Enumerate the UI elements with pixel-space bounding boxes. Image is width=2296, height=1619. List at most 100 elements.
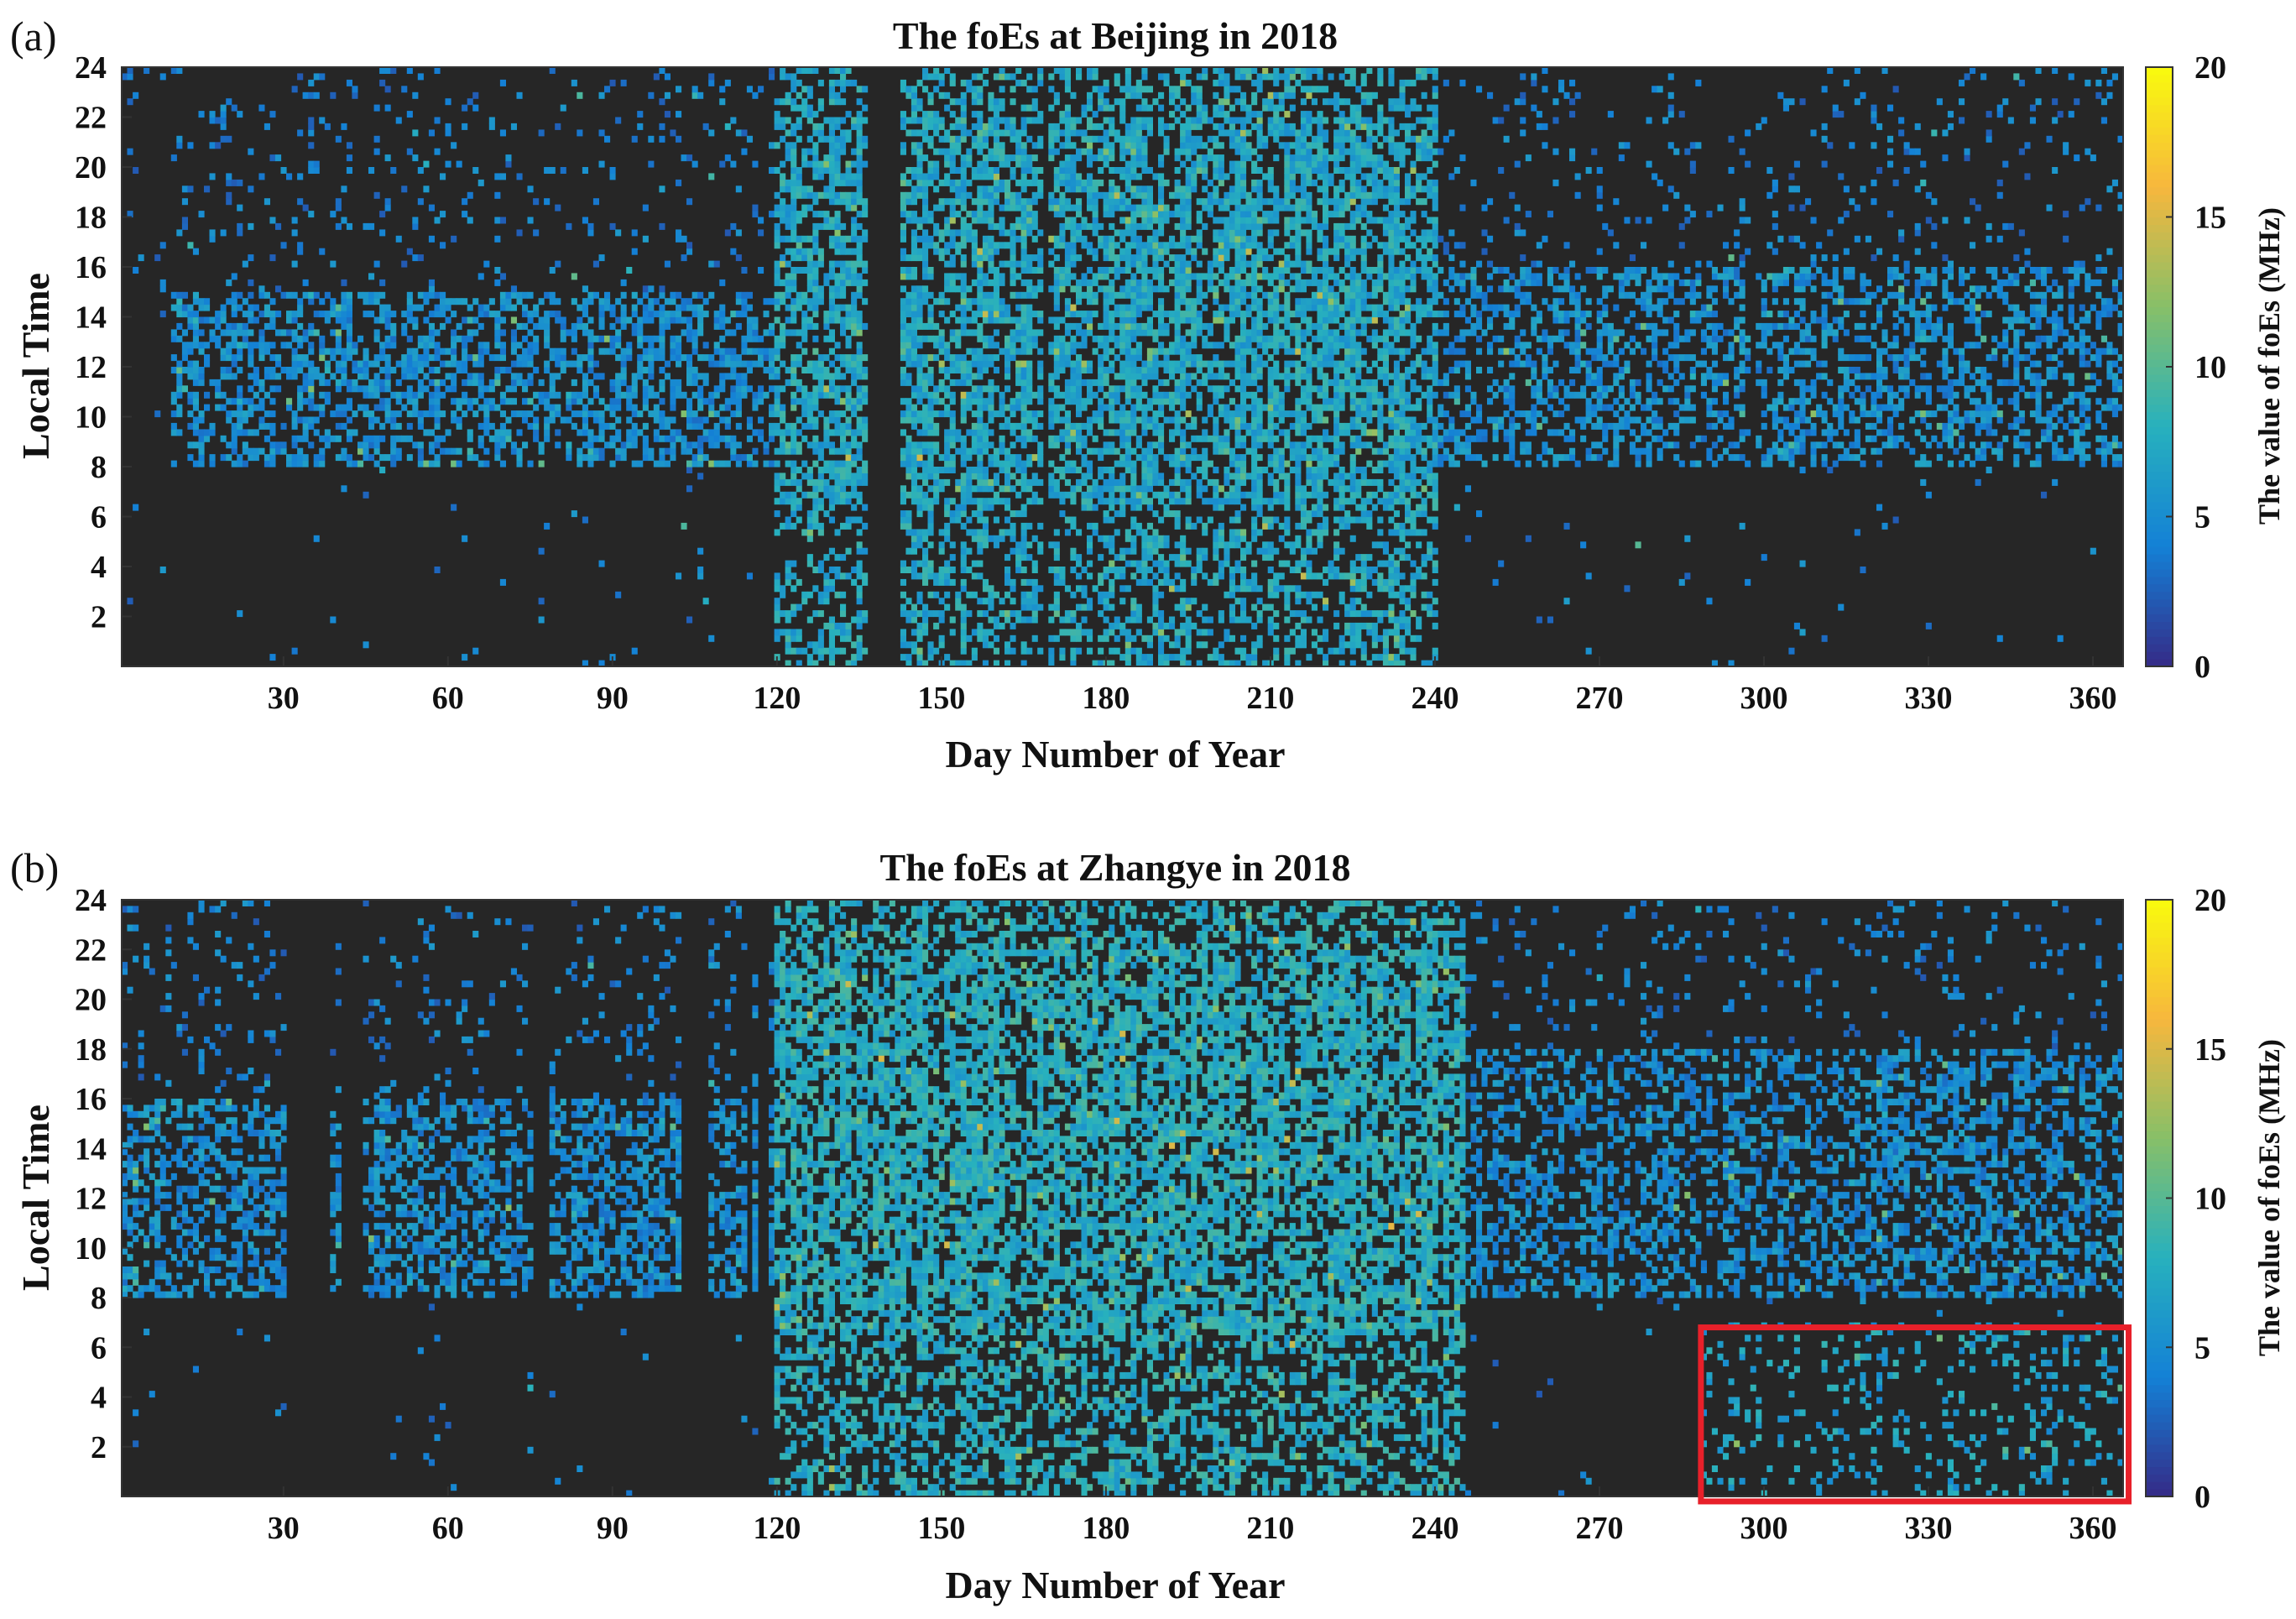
heatmap-cell: [922, 261, 928, 268]
heatmap-cell: [1098, 236, 1104, 243]
heatmap-cell: [736, 129, 742, 136]
heatmap-cell: [681, 329, 687, 336]
heatmap-cell: [911, 98, 917, 105]
heatmap-cell: [528, 423, 534, 430]
heatmap-cell: [199, 448, 205, 455]
heatmap-cell: [785, 217, 791, 224]
heatmap-cell: [791, 354, 796, 361]
heatmap-cell: [566, 392, 571, 399]
heatmap-cell: [1076, 154, 1082, 161]
heatmap-cell: [171, 392, 177, 399]
heatmap-cell: [1026, 429, 1032, 436]
heatmap-cell: [1114, 198, 1120, 205]
heatmap-cell: [846, 167, 852, 174]
heatmap-cell: [950, 517, 956, 524]
heatmap-cell: [801, 492, 807, 499]
heatmap-cell: [950, 311, 956, 317]
heatmap-cell: [905, 305, 911, 311]
heatmap-cell: [999, 610, 1005, 617]
heatmap-cell: [785, 329, 791, 336]
heatmap-cell: [725, 405, 731, 411]
heatmap-cell: [944, 436, 950, 442]
heatmap-cell: [977, 423, 983, 430]
heatmap-cell: [791, 405, 796, 411]
heatmap-cell: [917, 529, 923, 535]
heatmap-cell: [944, 129, 950, 136]
heatmap-cell: [1054, 236, 1060, 243]
heatmap-cell: [928, 292, 934, 299]
heatmap-cell: [407, 385, 413, 392]
heatmap-cell: [1114, 567, 1120, 573]
heatmap-cell: [1021, 554, 1027, 561]
heatmap-cell: [1026, 436, 1032, 442]
heatmap-cell: [253, 379, 259, 386]
heatmap-cell: [823, 211, 829, 217]
heatmap-cell: [1109, 579, 1114, 586]
heatmap-cell: [1125, 342, 1131, 348]
heatmap-cell: [1010, 205, 1016, 212]
heatmap-cell: [472, 648, 478, 655]
heatmap-cell: [1098, 648, 1104, 655]
heatmap-cell: [308, 379, 314, 386]
heatmap-cell: [1098, 492, 1104, 499]
heatmap-cell: [440, 410, 446, 417]
heatmap-cell: [401, 261, 407, 268]
heatmap-cell: [1037, 80, 1043, 86]
heatmap-cell: [950, 461, 956, 467]
heatmap-cell: [566, 448, 571, 455]
heatmap-cell: [681, 305, 687, 311]
heatmap-cell: [1076, 298, 1082, 305]
heatmap-cell: [467, 405, 473, 411]
panel-label: (a): [10, 13, 57, 60]
heatmap-cell: [801, 329, 807, 336]
heatmap-cell: [418, 441, 424, 448]
heatmap-cell: [1037, 385, 1043, 392]
heatmap-cell: [654, 311, 660, 317]
heatmap-cell: [440, 242, 446, 248]
heatmap-cell: [1021, 510, 1027, 517]
heatmap-cell: [758, 348, 764, 355]
heatmap-cell: [390, 410, 396, 417]
heatmap-cell: [1026, 136, 1032, 143]
heatmap-cell: [407, 317, 413, 324]
heatmap-cell: [385, 67, 391, 74]
heatmap-cell: [626, 348, 632, 355]
heatmap-cell: [648, 305, 654, 311]
heatmap-cell: [900, 373, 906, 379]
heatmap-cell: [1048, 105, 1054, 112]
heatmap-cell: [840, 273, 846, 279]
heatmap-cell: [412, 305, 418, 311]
heatmap-cell: [966, 635, 972, 642]
heatmap-cell: [478, 273, 484, 279]
heatmap-cell: [571, 379, 577, 386]
heatmap-cell: [905, 517, 911, 524]
heatmap-cell: [676, 348, 681, 355]
heatmap-cell: [1010, 579, 1016, 586]
heatmap-cell: [243, 441, 248, 448]
heatmap-cell: [643, 398, 649, 405]
heatmap-cell: [385, 373, 391, 379]
heatmap-cell: [1037, 285, 1043, 292]
heatmap-cell: [665, 111, 671, 118]
heatmap-cell: [961, 617, 967, 624]
heatmap-cell: [796, 136, 802, 143]
heatmap-cell: [1015, 467, 1021, 473]
heatmap-cell: [1026, 154, 1032, 161]
heatmap-cell: [917, 623, 923, 629]
heatmap-cell: [648, 317, 654, 324]
heatmap-cell: [994, 635, 999, 642]
heatmap-cell: [999, 273, 1005, 279]
heatmap-cell: [472, 379, 478, 386]
heatmap-cell: [1125, 485, 1131, 492]
heatmap-cell: [911, 86, 917, 92]
heatmap-cell: [966, 80, 972, 86]
heatmap-cell: [1054, 185, 1060, 192]
heatmap-cell: [812, 229, 818, 236]
heatmap-cell: [314, 373, 320, 379]
heatmap-cell: [741, 454, 747, 461]
heatmap-cell: [1130, 298, 1136, 305]
heatmap-cell: [780, 448, 785, 455]
heatmap-cell: [522, 410, 528, 417]
heatmap-cell: [857, 98, 863, 105]
heatmap-cell: [752, 323, 758, 330]
